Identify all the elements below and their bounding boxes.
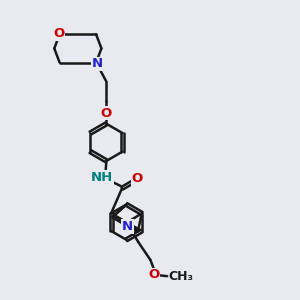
- Text: O: O: [101, 107, 112, 120]
- Text: O: O: [132, 172, 143, 185]
- Text: O: O: [148, 268, 160, 281]
- Text: CH₃: CH₃: [169, 270, 194, 283]
- Text: O: O: [53, 28, 64, 40]
- Text: N: N: [92, 57, 103, 70]
- Text: N: N: [122, 220, 133, 233]
- Text: NH: NH: [91, 171, 113, 184]
